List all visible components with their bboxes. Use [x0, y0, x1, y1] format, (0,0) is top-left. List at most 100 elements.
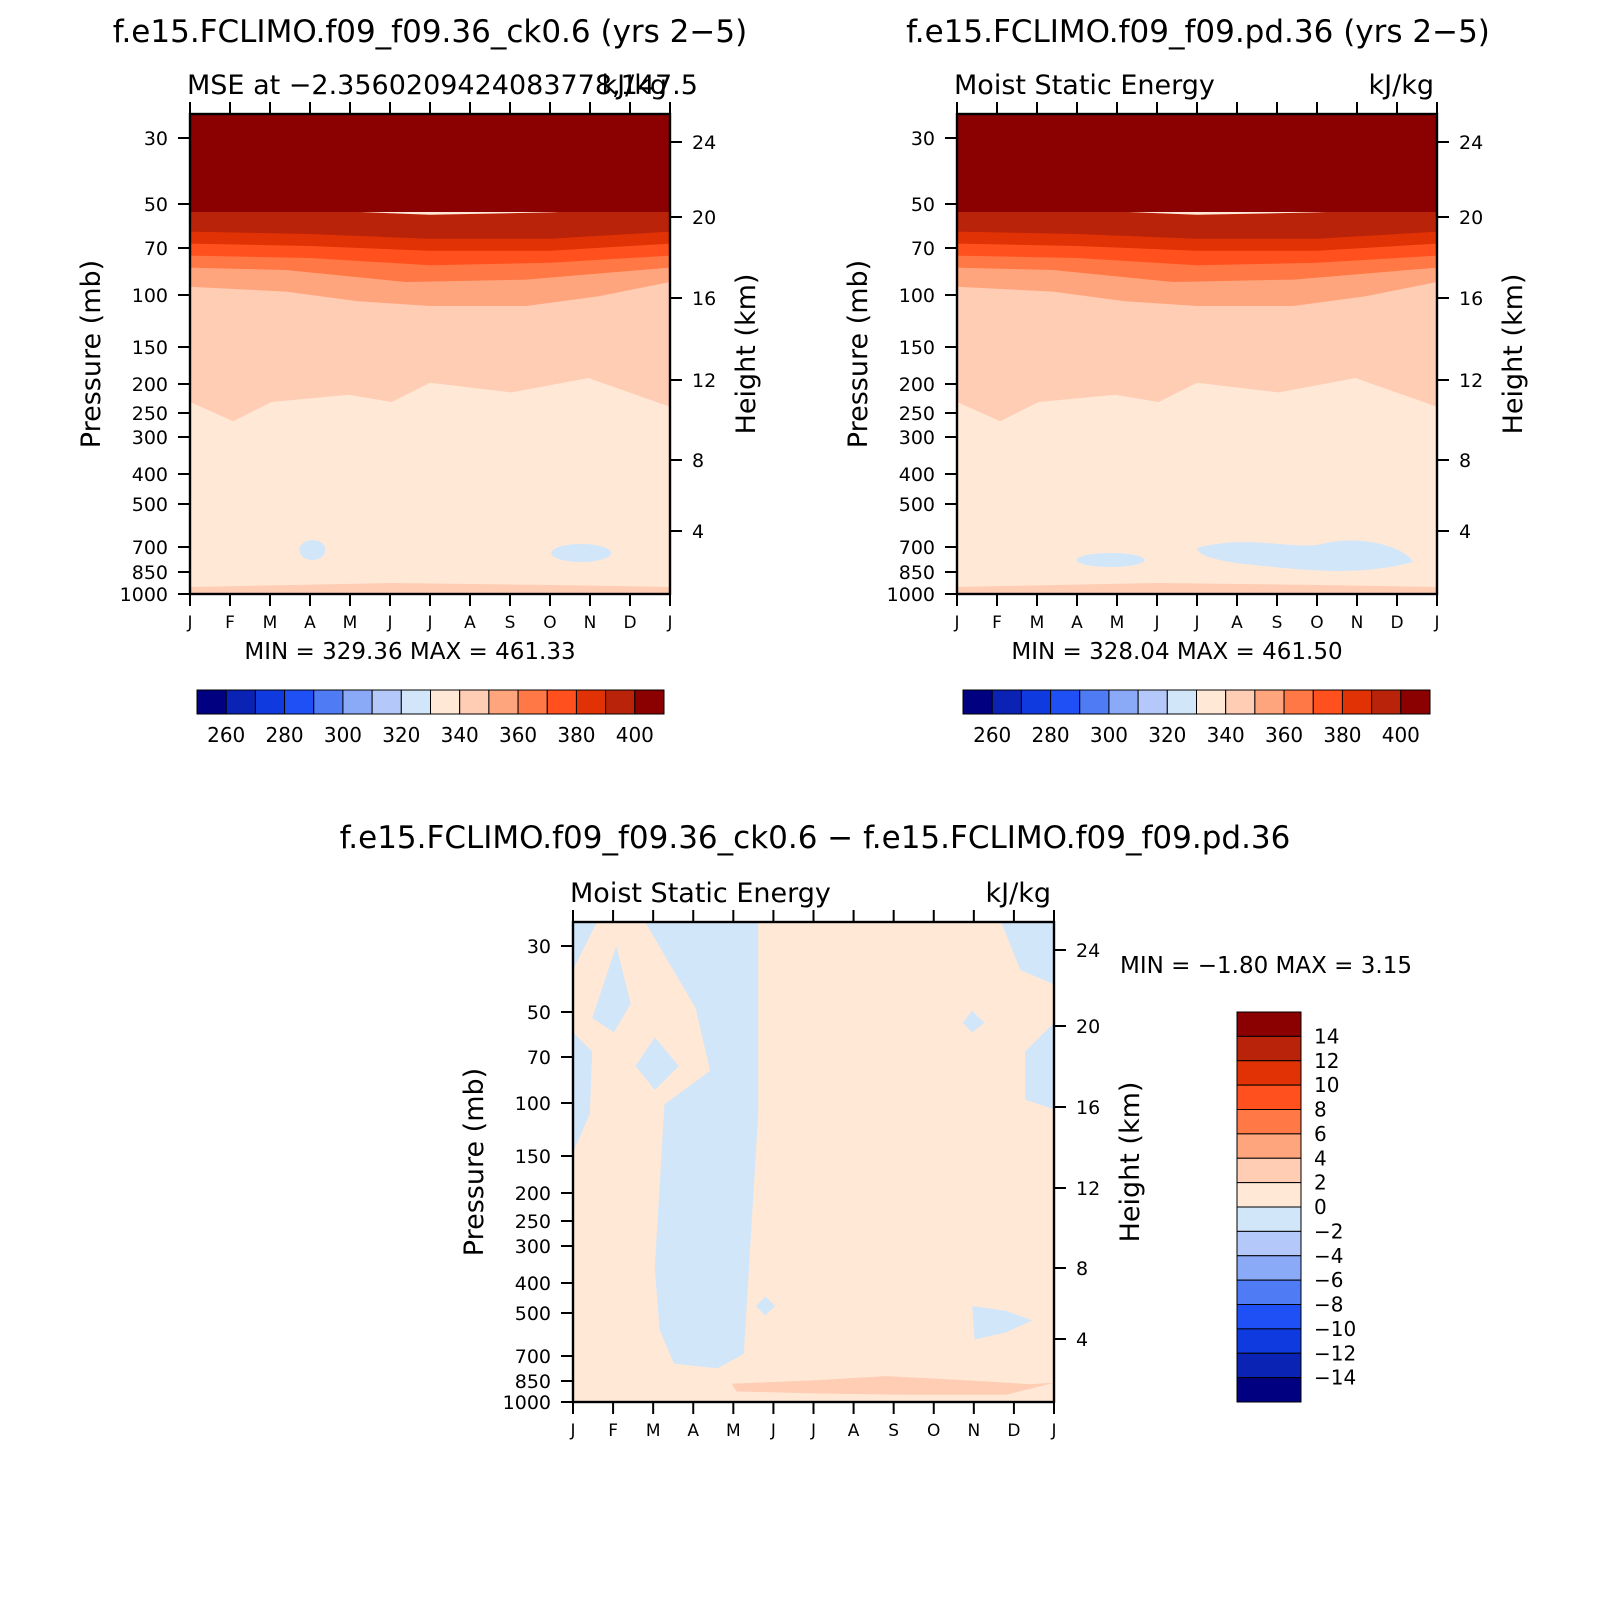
colorbar-label: 6: [1314, 1122, 1327, 1146]
colorbar-label: −12: [1314, 1341, 1356, 1365]
x-tick-label: N: [967, 1421, 980, 1441]
colorbar-swatch: [1236, 1352, 1302, 1379]
y-tick-label: 250: [515, 1211, 551, 1233]
colorbar-swatch: [1236, 1109, 1302, 1135]
colorbar-swatch: [575, 689, 607, 715]
y-right-tick-label: 4: [1459, 521, 1471, 543]
y-right-tick-label: 12: [1459, 370, 1483, 392]
x-tick-label: A: [1231, 613, 1243, 633]
colorbar-swatch: [1254, 689, 1285, 715]
area-negative: [972, 1306, 1033, 1340]
y-tick-label: 70: [911, 238, 935, 260]
colorbar-label: 380: [1323, 723, 1361, 747]
colorbar-swatch: [605, 689, 636, 715]
x-tick-label: M: [726, 1421, 741, 1441]
y-right-tick-label: 20: [1076, 1016, 1100, 1038]
x-tick-label: J: [569, 1421, 575, 1441]
x-tick-label: J: [1050, 1421, 1056, 1441]
y-tick-label: 70: [527, 1047, 551, 1069]
colorbar-label: 280: [1031, 723, 1069, 747]
colorbar-swatch: [1236, 1157, 1302, 1184]
y-right-tick-label: 20: [692, 207, 716, 229]
colorbar-label: −8: [1314, 1293, 1343, 1317]
colorbar-swatch: [225, 689, 256, 715]
y-tick-label: 100: [515, 1093, 551, 1115]
y-tick-label: 50: [527, 1002, 551, 1024]
blob-negative: [1076, 553, 1145, 567]
x-tick-label: J: [1153, 613, 1159, 633]
band-above-400: [957, 114, 1437, 212]
colorbar-label: 14: [1314, 1024, 1339, 1048]
y-tick-label: 100: [899, 285, 935, 307]
x-tick-label: F: [225, 613, 235, 633]
colorbar-swatch: [1341, 689, 1373, 715]
x-tick-label: F: [992, 613, 1002, 633]
band-390-400: [190, 207, 670, 239]
band-340-350: [957, 272, 1437, 422]
colorbar-swatch: [1050, 689, 1081, 715]
y-right-tick-label: 16: [1076, 1097, 1100, 1119]
y-right-axis-label: Height (km): [731, 274, 762, 435]
colorbar-swatch: [1236, 1377, 1302, 1403]
area-negative: [755, 1296, 775, 1316]
x-tick-label: O: [927, 1421, 940, 1441]
colorbar-swatch: [1236, 1328, 1302, 1354]
colorbar-swatch: [1079, 689, 1110, 715]
area-negative: [592, 946, 631, 1033]
y-tick-label: 400: [515, 1273, 551, 1295]
y-tick-label: 150: [132, 337, 168, 359]
colorbar-label: 400: [1382, 723, 1420, 747]
panel-top-right: f.e15.FCLIMO.f09_f09.pd.36 (yrs 2−5) Mois…: [843, 14, 1529, 747]
colorbar-swatch: [1283, 689, 1314, 715]
x-tick-label: J: [186, 613, 192, 633]
colorbar-swatch: [1236, 1304, 1302, 1330]
colorbar-swatch: [459, 689, 490, 715]
y-tick-label: 30: [527, 936, 551, 958]
subtitle-left: MSE at −2.3560209424083778,147.5: [187, 70, 698, 101]
colorbar-label: 400: [616, 723, 654, 747]
colorbar-label: −2: [1314, 1219, 1343, 1243]
colorbar-swatch: [1312, 689, 1343, 715]
colorbar-label: 10: [1314, 1073, 1339, 1097]
y-axis-label: Pressure (mb): [76, 260, 107, 448]
x-tick-label: A: [1071, 613, 1083, 633]
x-tick-label: D: [1390, 613, 1403, 633]
y-right-tick-label: 8: [692, 450, 704, 472]
y-tick-label: 400: [132, 464, 168, 486]
y-tick-label: 700: [132, 537, 168, 559]
colorbar-label: 280: [265, 723, 303, 747]
colorbar-label: −4: [1314, 1244, 1343, 1268]
blob-negative: [551, 544, 612, 562]
colorbar-label: −10: [1314, 1317, 1356, 1341]
colorbar-label: 320: [382, 723, 420, 747]
y-tick-label: 400: [899, 464, 935, 486]
x-tick-label: D: [623, 613, 636, 633]
x-tick-label: S: [505, 613, 516, 633]
y-right-tick-label: 24: [692, 132, 716, 154]
y-tick-label: 250: [132, 403, 168, 425]
panel-top-left: f.e15.FCLIMO.f09_f09.36_ck0.6 (yrs 2−5) M…: [76, 14, 762, 747]
y-tick-label: 500: [515, 1303, 551, 1325]
colorbar-label: 360: [499, 723, 537, 747]
panel-title: f.e15.FCLIMO.f09_f09.36_ck0.6 (yrs 2−5): [113, 14, 747, 50]
area-negative: [635, 1037, 679, 1090]
x-tick-label: J: [426, 613, 432, 633]
y-tick-label: 250: [899, 403, 935, 425]
y-tick-label: 1000: [120, 584, 168, 606]
panel-bottom: f.e15.FCLIMO.f09_f09.36_ck0.6 − f.e15.FC…: [340, 820, 1412, 1441]
colorbar-swatch: [1236, 1011, 1302, 1037]
x-tick-label: M: [263, 613, 278, 633]
x-tick-label: A: [848, 1421, 860, 1441]
band-surface: [957, 583, 1437, 594]
min-max-label: MIN = 328.04 MAX = 461.50: [1011, 639, 1342, 665]
y-right-tick-label: 16: [692, 288, 716, 310]
x-tick-label: D: [1007, 1421, 1020, 1441]
y-axis-label: Pressure (mb): [843, 260, 874, 448]
min-max-label: MIN = −1.80 MAX = 3.15: [1120, 953, 1412, 979]
x-tick-label: F: [608, 1421, 618, 1441]
colorbar-swatch: [342, 689, 373, 715]
colorbar-swatch: [517, 689, 548, 715]
colorbar-swatch: [196, 689, 227, 715]
area-negative: [962, 1010, 985, 1033]
